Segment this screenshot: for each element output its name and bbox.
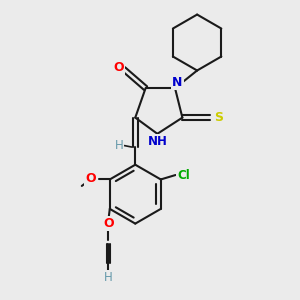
Text: H: H (104, 271, 113, 284)
Text: H: H (115, 139, 124, 152)
Text: N: N (172, 76, 183, 89)
Text: O: O (85, 172, 96, 185)
Text: O: O (103, 217, 114, 230)
Text: S: S (214, 111, 223, 124)
Text: Cl: Cl (177, 169, 190, 182)
Text: O: O (113, 61, 124, 74)
Text: NH: NH (148, 135, 168, 148)
